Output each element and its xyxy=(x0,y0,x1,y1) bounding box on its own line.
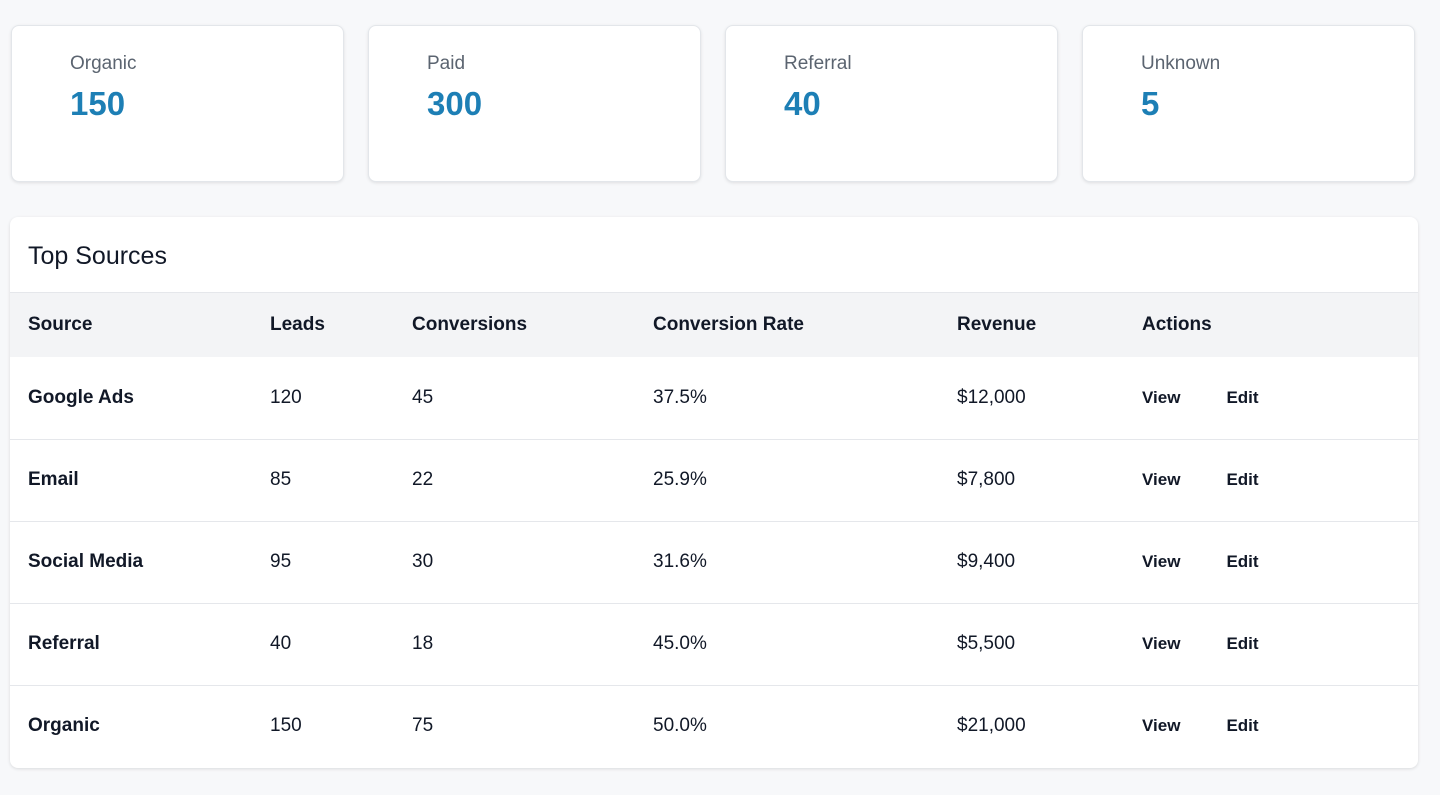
view-button[interactable]: View xyxy=(1130,628,1192,660)
stat-card-organic: Organic 150 xyxy=(11,25,344,182)
source-cell: Referral xyxy=(28,633,100,654)
view-button[interactable]: View xyxy=(1130,464,1192,496)
table-row: Organic 150 75 50.0% $21,000 View Edit xyxy=(10,685,1418,767)
column-header-revenue: Revenue xyxy=(957,314,1037,335)
top-sources-table: Source Leads Conversions Conversion Rate… xyxy=(10,293,1418,767)
revenue-cell: $9,400 xyxy=(957,551,1016,572)
edit-button[interactable]: Edit xyxy=(1214,464,1270,496)
stat-label: Unknown xyxy=(1141,53,1221,74)
source-cell: Google Ads xyxy=(28,386,134,408)
table-header-row: Source Leads Conversions Conversion Rate… xyxy=(10,293,1418,357)
stat-value: 5 xyxy=(1141,85,1160,122)
edit-button[interactable]: Edit xyxy=(1214,382,1270,414)
conversion-rate-cell: 50.0% xyxy=(653,715,707,737)
column-header-conversions: Conversions xyxy=(412,314,528,335)
leads-cell: 120 xyxy=(270,386,302,408)
conversions-cell: 22 xyxy=(412,469,434,490)
revenue-cell: $21,000 xyxy=(957,715,1026,737)
actions-cell: View Edit xyxy=(1124,521,1418,603)
conversions-cell: 18 xyxy=(412,633,434,654)
view-button[interactable]: View xyxy=(1130,710,1192,742)
view-button[interactable]: View xyxy=(1130,546,1192,578)
edit-button[interactable]: Edit xyxy=(1214,710,1270,742)
conversion-rate-cell: 25.9% xyxy=(653,469,707,490)
source-cell: Organic xyxy=(28,715,100,737)
stat-label: Paid xyxy=(427,53,466,74)
stat-value: 150 xyxy=(70,85,126,122)
stat-card-paid: Paid 300 xyxy=(368,25,701,182)
revenue-cell: $5,500 xyxy=(957,633,1016,654)
column-header-actions: Actions xyxy=(1142,314,1212,335)
stat-label: Referral xyxy=(784,53,852,74)
leads-cell: 150 xyxy=(270,715,302,737)
edit-button[interactable]: Edit xyxy=(1214,546,1270,578)
stat-card-referral: Referral 40 xyxy=(725,25,1058,182)
leads-cell: 95 xyxy=(270,551,292,572)
actions-cell: View Edit xyxy=(1124,357,1418,439)
table-title: Top Sources xyxy=(10,217,1418,293)
revenue-cell: $12,000 xyxy=(957,386,1026,408)
edit-button[interactable]: Edit xyxy=(1214,628,1270,660)
actions-cell: View Edit xyxy=(1124,603,1418,685)
table-row: Google Ads 120 45 37.5% $12,000 View Edit xyxy=(10,357,1418,439)
leads-cell: 40 xyxy=(270,633,292,654)
view-button[interactable]: View xyxy=(1130,382,1192,414)
conversion-rate-cell: 37.5% xyxy=(653,386,707,408)
conversions-cell: 30 xyxy=(412,551,434,572)
conversions-cell: 75 xyxy=(412,715,434,737)
stat-card-unknown: Unknown 5 xyxy=(1082,25,1415,182)
conversions-cell: 45 xyxy=(412,386,434,408)
conversion-rate-cell: 31.6% xyxy=(653,551,707,572)
revenue-cell: $7,800 xyxy=(957,469,1016,490)
stat-value: 40 xyxy=(784,85,821,122)
conversion-rate-cell: 45.0% xyxy=(653,633,707,654)
column-header-conversion-rate: Conversion Rate xyxy=(653,314,804,335)
actions-cell: View Edit xyxy=(1124,439,1418,521)
table-row: Social Media 95 30 31.6% $9,400 View Edit xyxy=(10,521,1418,603)
column-header-source: Source xyxy=(28,314,93,335)
stats-row: Organic 150 Paid 300 Referral 40 Unknown… xyxy=(11,25,1415,182)
table-row: Email 85 22 25.9% $7,800 View Edit xyxy=(10,439,1418,521)
leads-cell: 85 xyxy=(270,469,292,490)
stat-value: 300 xyxy=(427,85,483,122)
table-row: Referral 40 18 45.0% $5,500 View Edit xyxy=(10,603,1418,685)
top-sources-card: Top Sources Source Leads Conversions Con… xyxy=(10,217,1418,768)
column-header-leads: Leads xyxy=(270,314,325,335)
source-cell: Social Media xyxy=(28,551,144,572)
stat-label: Organic xyxy=(70,53,137,74)
actions-cell: View Edit xyxy=(1124,685,1418,767)
source-cell: Email xyxy=(28,469,79,490)
